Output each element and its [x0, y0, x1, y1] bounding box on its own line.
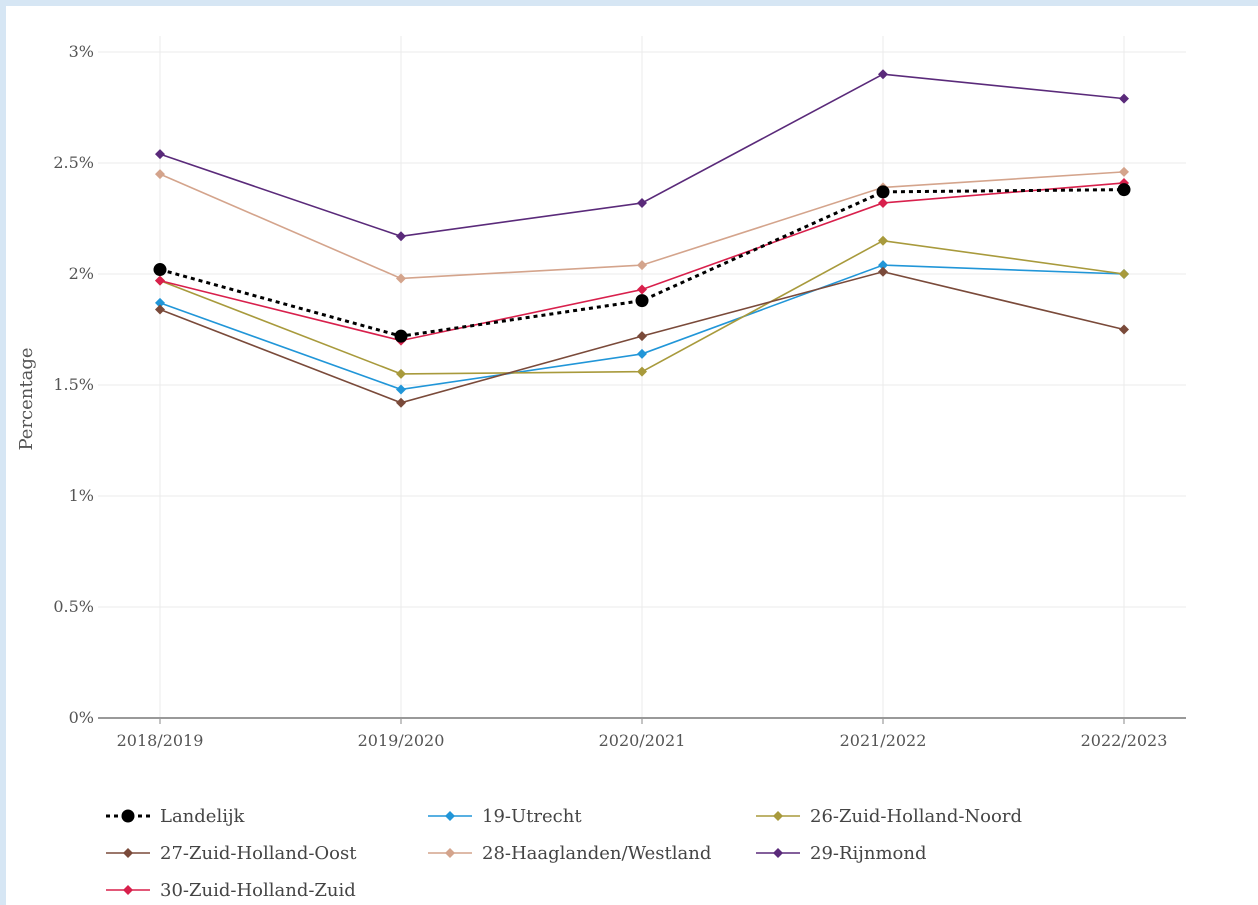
- line-chart: 0% 0.5% 1% 1.5% 2% 2.5% 3% 2018/2019 2019/2020 20…: [16, 36, 1186, 750]
- data-point: [878, 260, 888, 271]
- data-point: [1119, 93, 1129, 104]
- data-point: [1119, 166, 1129, 177]
- legend-label: Landelijk: [160, 805, 245, 827]
- data-point: [396, 231, 406, 242]
- legend-label: 30-Zuid-Holland-Zuid: [160, 879, 356, 901]
- data-point: [637, 197, 647, 208]
- data-point: [396, 273, 406, 284]
- legend-item[interactable]: 29-Rijnmond: [754, 839, 927, 867]
- legend-label: 27-Zuid-Holland-Oost: [160, 842, 357, 864]
- data-point: [637, 348, 647, 359]
- x-tick-label: 2021/2022: [840, 731, 927, 750]
- data-point: [878, 266, 888, 277]
- axes: 0% 0.5% 1% 1.5% 2% 2.5% 3% 2018/2019 2019/2020 20…: [53, 42, 1186, 750]
- x-tick-label: 2022/2023: [1081, 731, 1168, 750]
- chart-panel: 0% 0.5% 1% 1.5% 2% 2.5% 3% 2018/2019 2019/2020 20…: [6, 6, 1258, 905]
- data-point: [637, 366, 647, 377]
- legend-label: 29-Rijnmond: [810, 842, 927, 864]
- data-point: [396, 397, 406, 408]
- y-tick-label: 2.5%: [53, 153, 94, 172]
- legend-symbol: [756, 848, 800, 858]
- y-tick-label: 3%: [69, 42, 94, 61]
- x-tick-label: 2020/2021: [599, 731, 686, 750]
- data-point: [1117, 183, 1131, 197]
- data-point: [1119, 324, 1129, 335]
- data-point: [155, 169, 165, 180]
- series-0: [153, 183, 1131, 343]
- series: [153, 69, 1131, 408]
- y-tick-label: 2%: [69, 264, 94, 283]
- legend-symbol: [106, 809, 150, 823]
- data-point: [635, 294, 649, 308]
- legend-label: 28-Haaglanden/Westland: [482, 842, 712, 864]
- data-point: [155, 304, 165, 315]
- data-point: [637, 284, 647, 295]
- legend-item[interactable]: 19-Utrecht: [426, 802, 582, 830]
- legend-item[interactable]: 26-Zuid-Holland-Noord: [754, 802, 1022, 830]
- data-point: [153, 263, 167, 277]
- data-point: [878, 69, 888, 80]
- legend-label: 26-Zuid-Holland-Noord: [810, 805, 1022, 827]
- data-point: [878, 197, 888, 208]
- data-point: [878, 235, 888, 246]
- data-point: [876, 185, 890, 199]
- y-tick-label: 1%: [69, 486, 94, 505]
- data-point: [394, 329, 408, 343]
- legend-label: 19-Utrecht: [482, 805, 582, 827]
- legend-symbol: [756, 811, 800, 821]
- data-point: [637, 260, 647, 271]
- data-point: [1119, 269, 1129, 279]
- data-point: [155, 149, 165, 160]
- legend-symbol: [106, 885, 150, 895]
- data-point: [396, 384, 406, 395]
- series-5: [155, 69, 1129, 242]
- y-tick-label: 0.5%: [53, 597, 94, 616]
- legend-item[interactable]: 30-Zuid-Holland-Zuid: [104, 876, 356, 904]
- legend-item[interactable]: 27-Zuid-Holland-Oost: [104, 839, 357, 867]
- data-point: [155, 275, 165, 286]
- x-tick-label: 2019/2020: [358, 731, 445, 750]
- x-tick-label: 2018/2019: [117, 731, 204, 750]
- grid: [98, 36, 1186, 718]
- data-point: [155, 297, 165, 308]
- data-point: [396, 368, 406, 379]
- legend-symbol: [106, 848, 150, 858]
- y-axis-title: Percentage: [16, 347, 37, 450]
- series-3: [155, 266, 1129, 408]
- legend-item[interactable]: Landelijk: [104, 802, 244, 830]
- y-tick-label: 1.5%: [53, 375, 94, 394]
- legend-symbol: [428, 811, 472, 821]
- data-point: [637, 331, 647, 342]
- legend-item[interactable]: 28-Haaglanden/Westland: [426, 839, 711, 867]
- legend-symbol: [428, 848, 472, 858]
- y-tick-label: 0%: [69, 708, 94, 727]
